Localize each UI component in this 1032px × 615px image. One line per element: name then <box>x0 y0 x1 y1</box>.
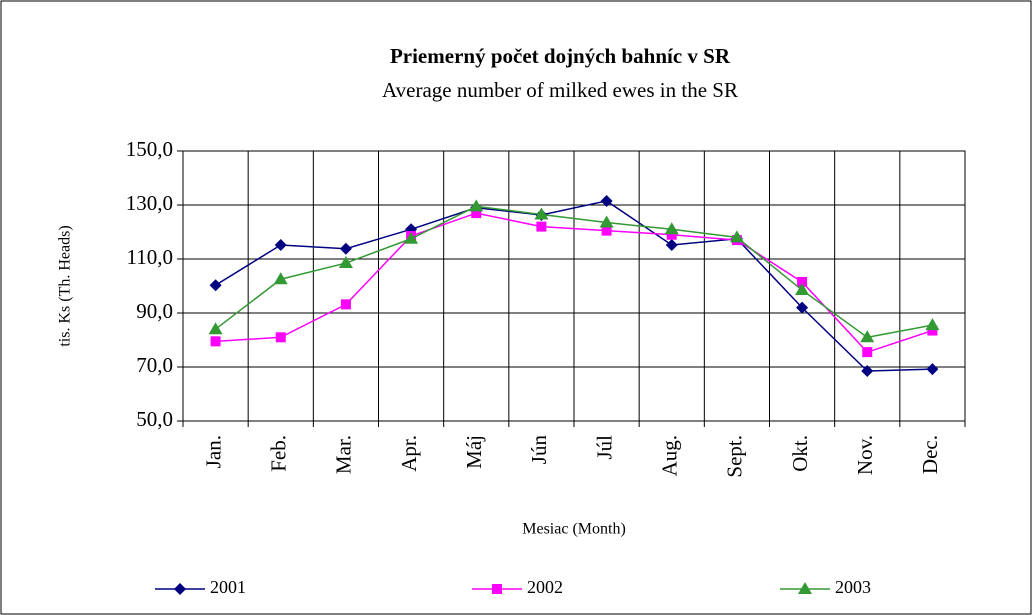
y-tick-label: 150,0 <box>126 137 173 161</box>
point <box>860 330 875 343</box>
y-tick-label: 50,0 <box>136 407 173 431</box>
y-axis-label: tis. Ks (Th. Heads) <box>57 225 74 346</box>
point <box>729 230 744 243</box>
x-tick-label: Júl <box>592 435 616 460</box>
point <box>925 318 940 331</box>
point <box>536 221 547 232</box>
point <box>404 231 419 244</box>
x-tick-label: Jan. <box>201 435 225 468</box>
x-tick-label: Dec. <box>918 435 942 474</box>
legend-label: 2001 <box>210 577 246 597</box>
x-tick-label: Mar. <box>332 435 356 474</box>
x-tick-label: Máj <box>462 435 486 469</box>
point <box>274 238 287 251</box>
point <box>209 279 222 292</box>
point <box>534 207 549 220</box>
x-tick-label: Apr. <box>397 435 421 472</box>
point <box>666 229 677 240</box>
y-tick-label: 70,0 <box>136 353 173 377</box>
point <box>471 208 482 219</box>
legend-marker <box>798 582 812 594</box>
x-tick-label: Nov. <box>853 435 877 475</box>
x-axis-label: Mesiac (Month) <box>522 521 626 538</box>
point <box>273 272 288 285</box>
point <box>339 242 352 255</box>
legend-marker <box>174 583 186 595</box>
point <box>665 238 678 251</box>
point <box>797 276 808 287</box>
chart-subtitle: Average number of milked ewes in the SR <box>382 78 738 102</box>
series-line <box>215 205 933 339</box>
point <box>796 301 809 314</box>
point <box>861 365 874 378</box>
legend-label: 2003 <box>835 577 871 597</box>
point <box>599 215 614 228</box>
point <box>862 347 873 358</box>
point <box>338 256 353 269</box>
point <box>275 332 286 343</box>
point <box>340 299 351 310</box>
y-tick-label: 90,0 <box>136 299 173 323</box>
point <box>926 363 939 376</box>
x-tick-label: Sept. <box>723 435 747 478</box>
legend-marker <box>492 584 502 594</box>
point <box>664 222 679 235</box>
point <box>601 225 612 236</box>
x-tick-label: Jún <box>527 435 551 465</box>
legend-label: 2002 <box>527 577 563 597</box>
y-tick-label: 130,0 <box>126 191 173 215</box>
point <box>210 336 221 347</box>
series-line <box>215 200 933 372</box>
point <box>927 325 938 336</box>
x-tick-label: Okt. <box>788 435 812 472</box>
point <box>208 322 223 335</box>
point <box>469 199 484 212</box>
point <box>600 194 613 207</box>
series-line <box>215 212 933 354</box>
chart-title: Priemerný počet dojných bahníc v SR <box>390 44 731 68</box>
point <box>795 283 810 296</box>
x-tick-label: Aug. <box>658 435 682 476</box>
y-tick-label: 110,0 <box>127 245 173 269</box>
x-tick-label: Feb. <box>267 435 291 472</box>
